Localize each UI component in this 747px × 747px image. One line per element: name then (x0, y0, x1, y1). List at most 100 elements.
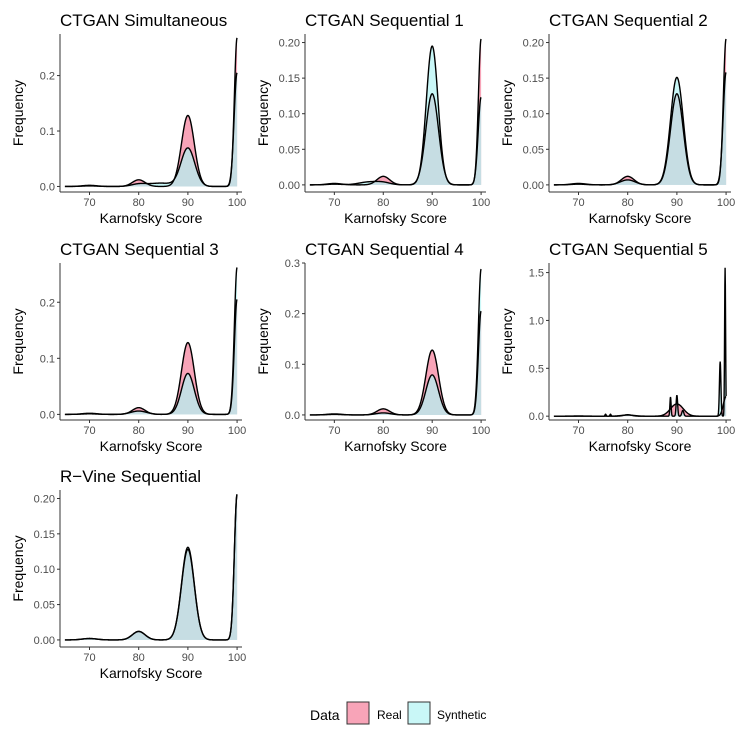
x-tick-label: 70 (83, 425, 95, 437)
panel-7: R−Vine Sequential 70 80 90 100 0.00 0.05 0.10 0.… (10, 467, 246, 681)
density-line-synthetic (64, 267, 238, 416)
x-tick-label: 70 (83, 652, 95, 664)
panel-title: CTGAN Sequential 1 (305, 11, 464, 30)
y-tick-label: 0.0 (529, 411, 544, 423)
x-tick-label: 80 (377, 197, 389, 209)
y-tick-label: 0.2 (40, 297, 55, 309)
y-tick-label: 0.2 (40, 71, 55, 83)
x-tick-label: 90 (182, 197, 194, 209)
density-line-real (553, 38, 727, 186)
x-tick-label: 100 (717, 425, 735, 437)
y-tick-label: 0.10 (34, 564, 55, 576)
panel-2: CTGAN Sequential 1 70 80 90 100 0.00 0.05 0.10 0… (255, 11, 490, 226)
density-area-overlap (64, 494, 238, 640)
panel-4: CTGAN Sequential 3 70 80 90 100 0.0 0.1 0.2 Karn… (10, 240, 246, 454)
x-tick-label: 80 (133, 197, 145, 209)
x-tick-label: 90 (426, 197, 438, 209)
density-area-real (64, 37, 238, 187)
x-tick-label: 100 (228, 425, 246, 437)
panels: CTGAN Simultaneous 70 80 90 100 0.0 0.1 0.2 Karn… (10, 11, 735, 681)
density-line-real (64, 37, 238, 188)
y-tick-label: 0.05 (34, 600, 55, 612)
y-tick-label: 0.5 (529, 363, 544, 375)
y-axis-label: Frequency (255, 80, 271, 146)
y-tick-label: 0.05 (279, 144, 300, 156)
y-tick-label: 0.20 (523, 38, 544, 50)
density-area-overlap (309, 93, 482, 185)
x-tick-label: 100 (717, 197, 735, 209)
x-tick-label: 80 (377, 425, 389, 437)
x-tick-label: 70 (328, 425, 340, 437)
density-area-real (553, 38, 727, 185)
density-line-synthetic (64, 493, 238, 641)
x-tick-label: 90 (182, 425, 194, 437)
density-line-synthetic (553, 72, 727, 186)
density-area-synthetic (309, 46, 482, 185)
x-axis-label: Karnofsky Score (100, 665, 203, 681)
density-line-synthetic (553, 267, 727, 417)
x-tick-label: 70 (328, 197, 340, 209)
density-area-synthetic (64, 494, 238, 640)
density-area-overlap (64, 72, 238, 187)
x-axis-label: Karnofsky Score (100, 438, 203, 454)
density-area-real (553, 396, 727, 417)
x-tick-label: 70 (83, 197, 95, 209)
y-tick-label: 0.00 (34, 635, 55, 647)
y-tick-label: 0.20 (34, 493, 55, 505)
y-tick-label: 0.00 (523, 180, 544, 192)
legend-label-synthetic: Synthetic (437, 708, 486, 722)
y-tick-label: 0.1 (285, 359, 300, 371)
x-tick-label: 90 (426, 425, 438, 437)
density-area-real (64, 494, 238, 640)
panel-title: CTGAN Sequential 3 (60, 240, 219, 259)
x-tick-label: 80 (133, 652, 145, 664)
panel-3: CTGAN Sequential 2 70 80 90 100 0.00 0.05 0.10 0… (499, 11, 735, 226)
density-area-real (64, 299, 238, 415)
y-tick-label: 1.5 (529, 268, 544, 280)
panel-title: CTGAN Sequential 5 (549, 240, 708, 259)
panel-5: CTGAN Sequential 4 70 80 90 100 0.0 0.1 0.2 0.3 K… (255, 240, 490, 454)
x-tick-label: 100 (228, 652, 246, 664)
density-area-synthetic (64, 72, 238, 187)
density-area-synthetic (553, 72, 727, 185)
density-area-real (309, 311, 482, 415)
density-area-synthetic (64, 267, 238, 415)
x-tick-label: 70 (572, 197, 584, 209)
y-tick-label: 0.1 (40, 353, 55, 365)
panel-title: CTGAN Simultaneous (60, 11, 227, 30)
x-tick-label: 90 (671, 425, 683, 437)
panel-title: R−Vine Sequential (60, 467, 201, 486)
y-tick-label: 0.1 (40, 126, 55, 138)
y-tick-label: 0.10 (523, 109, 544, 121)
y-tick-label: 0.05 (523, 144, 544, 156)
y-axis-label: Frequency (10, 535, 26, 601)
density-area-synthetic (553, 267, 727, 417)
panel-title: CTGAN Sequential 2 (549, 11, 708, 30)
x-tick-label: 90 (671, 197, 683, 209)
density-area-overlap (553, 72, 727, 185)
y-axis-label: Frequency (499, 80, 515, 146)
legend: Data Real Synthetic (310, 701, 486, 725)
x-axis-label: Karnofsky Score (344, 210, 447, 226)
x-tick-label: 100 (228, 197, 246, 209)
y-axis-label: Frequency (255, 308, 271, 374)
legend-key-synthetic (407, 701, 431, 725)
density-line-real (64, 494, 238, 641)
y-tick-label: 0.15 (279, 73, 300, 85)
y-axis-label: Frequency (499, 308, 515, 374)
y-axis-label: Frequency (10, 80, 26, 146)
x-tick-label: 80 (622, 425, 634, 437)
legend-key-real (346, 701, 370, 725)
x-tick-label: 80 (133, 425, 145, 437)
density-area-overlap (64, 299, 238, 415)
legend-label-real: Real (377, 708, 402, 722)
y-tick-label: 0.3 (285, 258, 300, 270)
density-line-synthetic (309, 45, 482, 186)
y-tick-label: 0.0 (40, 181, 55, 193)
y-tick-label: 0.10 (279, 109, 300, 121)
density-line-real (64, 299, 238, 416)
x-tick-label: 100 (472, 197, 490, 209)
density-area-overlap (309, 311, 482, 415)
legend-title: Data (310, 707, 340, 723)
y-tick-label: 0.15 (523, 73, 544, 85)
